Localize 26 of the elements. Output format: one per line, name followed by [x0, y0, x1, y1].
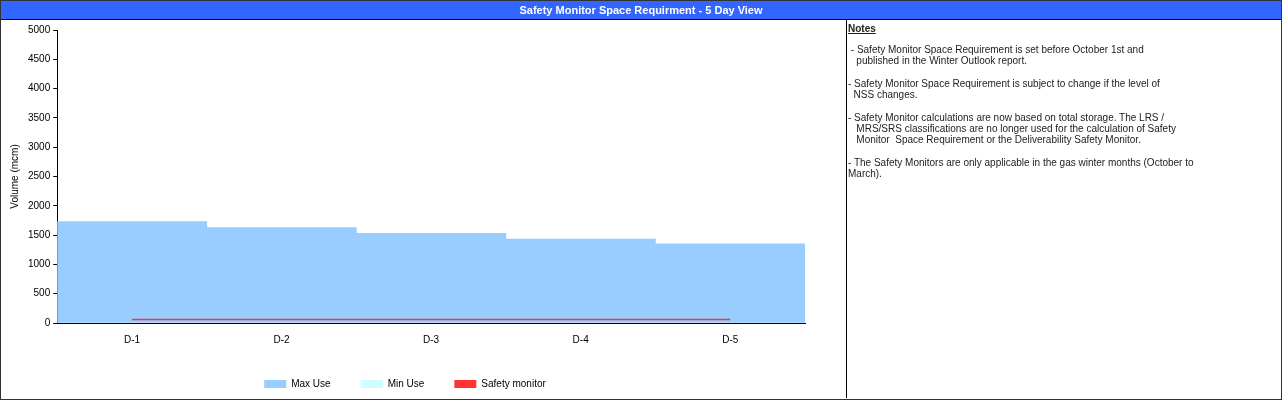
chart-title: Safety Monitor Space Requirment - 5 Day View — [1, 1, 1281, 20]
x-tick-label: D-1 — [123, 333, 141, 345]
y-tick-label: 3000 — [28, 140, 51, 152]
x-tick-label: D-3 — [423, 333, 440, 345]
y-tick-label: 2000 — [28, 199, 51, 211]
y-tick-label: 1500 — [28, 228, 51, 240]
y-tick-label: 5000 — [28, 23, 51, 35]
text: - Safety Monitor Space Requirement is subject to change if the level of NSS changes. — [848, 78, 1161, 100]
legend-label: Max Use — [291, 377, 332, 389]
x-tick-label: D-2 — [273, 333, 291, 345]
text: - The Safety Monitors are only applicable in the gas winter months (October to March). — [848, 157, 1195, 179]
y-tick-label: 4000 — [28, 82, 51, 94]
y-tick-label: 2500 — [28, 170, 51, 182]
text: - Safety Monitor calculations are now based on total storage. The LRS / MRS/SRS classifications are no longer used for the calculation of Safety Monitor Space Requirement or the Deliverability Safety Monitor. — [848, 112, 1177, 145]
y-tick-label: 1000 — [28, 258, 51, 270]
y-tick-label: 3500 — [28, 111, 51, 123]
x-tick-label: D-4 — [572, 333, 590, 345]
legend-label: Safety monitor — [481, 377, 547, 389]
legend-label: Min Use — [387, 377, 425, 389]
text: - Safety Monitor Space Requirement is set before October 1st and published in the Winter Outlook report. — [849, 44, 1145, 66]
y-axis-title: Volume (mcm) — [8, 144, 20, 209]
y-tick-label: 4500 — [28, 53, 51, 65]
y-tick-label: 500 — [33, 287, 51, 299]
x-tick-label: D-5 — [722, 333, 739, 345]
y-tick-label: 0 — [44, 316, 51, 328]
text: Notes — [848, 23, 877, 34]
